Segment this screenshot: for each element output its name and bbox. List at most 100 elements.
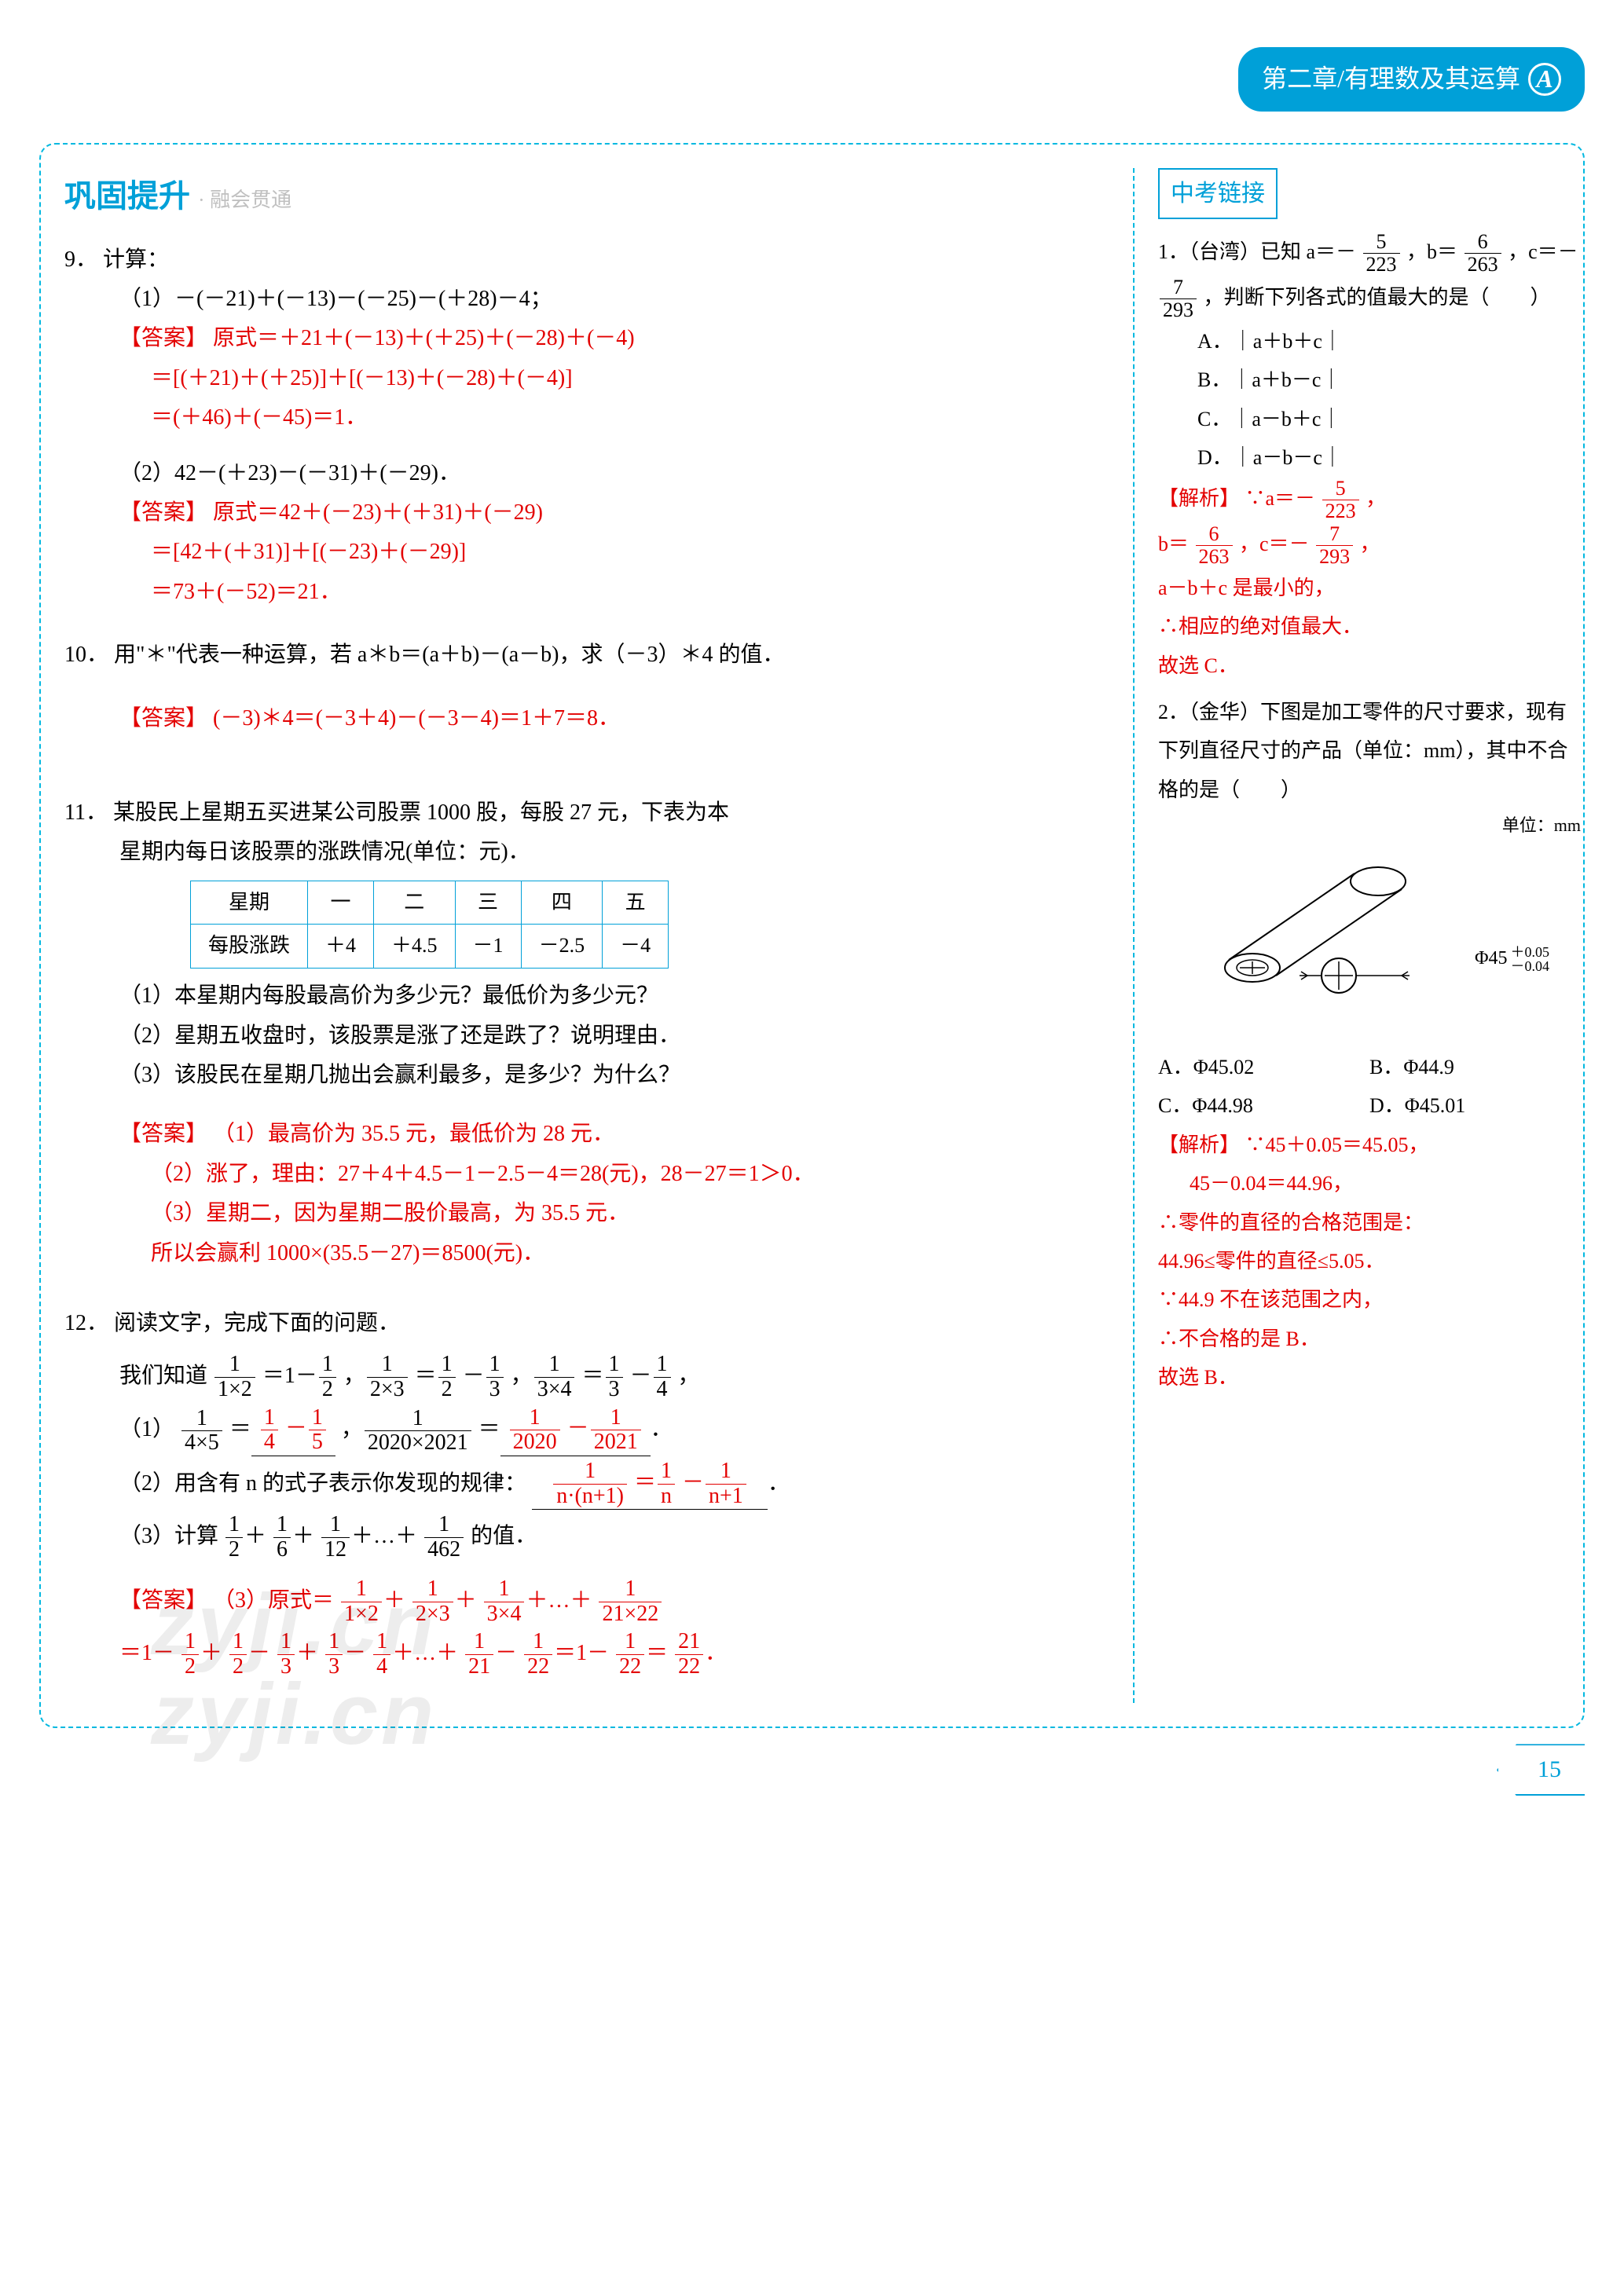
q9-b1: 原式＝42＋(－23)＋(＋31)＋(－29) [213,500,543,525]
chapter-label: 第二章/有理数及其运算 [1262,57,1520,102]
dim-upper: ＋0.05 [1511,945,1550,959]
text: ， [1366,487,1386,510]
frac-d: 21×22 [599,1602,662,1627]
q11-p3: （3）该股民在星期几抛出会赢利最多，是多少？为什么？ [64,1056,1102,1095]
answer-label: 【答案】 [119,326,207,350]
th: 五 [603,881,669,925]
frac-n: 1 [319,1353,336,1378]
text: ∴不合格的是 B． [1158,1320,1581,1358]
fill-blank[interactable]: 12020 －12021 [500,1402,651,1456]
frac-d: 4 [261,1430,278,1455]
q11-a4: 所以会赢利 1000×(35.5－27)＝8500(元)． [64,1234,1102,1273]
frac-d: 4×5 [181,1431,222,1456]
frac-n: 6 [1196,523,1233,547]
question-10: 10． 用"＊"代表一种运算，若 a＊b＝(a＋b)－(a－b)，求（－3）＊4… [64,635,1102,738]
td: －4 [603,925,669,969]
frac-d: 3 [486,1378,504,1402]
frac-d: 293 [1160,299,1197,322]
frac-d: 5 [309,1430,326,1455]
frac-n: 1 [591,1406,641,1431]
q10-num: 10． [64,643,108,667]
main-column: 巩固提升 · 融会贯通 9． 计算： （1）－(－21)＋(－13)－(－25)… [64,168,1117,1704]
chapter-banner: 第二章/有理数及其运算 A [1238,47,1585,112]
cylinder-diagram-icon [1205,850,1535,1007]
option-c: C．｜a－b＋c｜ [1158,400,1581,438]
frac-d: 223 [1322,500,1359,523]
frac-n: 1 [510,1406,560,1431]
answer-label: 【答案】 [119,1588,207,1613]
frac-n: 1 [214,1353,255,1378]
text: ，c＝－ [1508,240,1578,263]
q9-a1: 原式＝＋21＋(－13)＋(＋25)＋(－28)＋(－4) [213,326,635,350]
page-number: 15 [1497,1744,1585,1796]
frac-n: 1 [534,1353,575,1378]
frac-d: 2 [319,1378,336,1402]
option-a: A．Φ45.02 [1158,1048,1369,1086]
frac-d: 293 [1316,546,1353,569]
frac-n: 1 [412,1577,453,1602]
frac-d: 2 [438,1378,456,1402]
section-title-text: 巩固提升 [64,178,190,214]
frac-d: 3 [325,1655,343,1679]
frac-n: 1 [367,1353,408,1378]
frac-d: 4 [373,1655,390,1679]
q10-ans: (－3)＊4＝(－3＋4)－(－3－4)＝1＋7＝8． [213,706,620,731]
option-b: B．Φ44.9 [1369,1048,1581,1086]
logo-icon: A [1528,63,1561,96]
frac-n: 1 [606,1353,623,1378]
frac-d: 2021 [591,1430,641,1455]
option-a: A．｜a＋b＋c｜ [1158,322,1581,361]
frac-d: n [658,1485,675,1509]
th: 四 [521,881,603,925]
td: －1 [455,925,521,969]
dim-lower: －0.04 [1511,959,1550,973]
q11-a1: （1）最高价为 35.5 元，最低价为 28 元． [213,1122,614,1146]
question-9: 9． 计算： （1）－(－21)＋(－13)－(－25)－(＋28)－4； 【答… [64,240,1102,613]
q9-stem: 计算： [103,247,169,272]
unit-label: 单位：mm [1158,809,1581,842]
fill-blank[interactable]: 14 －15 [251,1402,335,1456]
frac-n: 1 [553,1459,627,1485]
q10-stem: 用"＊"代表一种运算，若 a＊b＝(a＋b)－(a－b)，求（－3）＊4 的值． [114,643,784,667]
table-row: 每股涨跌 ＋4 ＋4.5 －1 －2.5 －4 [191,925,669,969]
fill-blank[interactable]: 1n·(n+1) ＝1n －1n+1 [532,1456,768,1510]
frac-n: 1 [654,1353,671,1378]
sidebar: 中考链接 1．（台湾）已知 a＝－ 5223 ，b＝ 6263 ，c＝－ 729… [1133,168,1604,1704]
q11-p2: （2）星期五收盘时，该股票是涨了还是跌了？说明理由． [64,1016,1102,1056]
q11-stem2: 星期内每日该股票的涨跌情况(单位：元)． [64,833,1102,872]
frac-n: 1 [277,1630,295,1655]
q9-part1: （1）－(－21)＋(－13)－(－25)－(＋28)－4； [64,280,1102,319]
th: 星期 [191,881,308,925]
frac-n: 1 [273,1513,291,1538]
frac-d: 462 [424,1538,464,1562]
frac-n: 7 [1316,523,1353,547]
side-q1: 1．（台湾）已知 a＝－ 5223 ，b＝ 6263 ，c＝－ 7293 ，判断… [1158,231,1581,322]
page-body: 巩固提升 · 融会贯通 9． 计算： （1）－(－21)＋(－13)－(－25)… [39,143,1585,1729]
frac-d: 12 [321,1538,350,1562]
frac-n: 1 [181,1630,199,1655]
section-subtitle: · 融会贯通 [198,189,291,211]
frac-d: n·(n+1) [553,1485,627,1509]
frac-d: 6 [273,1538,291,1562]
frac-d: 22 [524,1655,552,1679]
frac-d: 2020×2021 [365,1431,471,1456]
text: ∵44.9 不在该范围之内， [1158,1280,1581,1319]
q12-p3-label: （3）计算 [119,1524,218,1548]
frac-n: 1 [373,1630,390,1655]
frac-d: 1×2 [214,1378,255,1402]
answer-label: 【答案】 [119,706,207,731]
frac-d: 2 [229,1655,247,1679]
frac-d: 4 [654,1378,671,1402]
frac-n: 1 [465,1630,493,1655]
frac-d: 22 [675,1655,703,1679]
q9-a3: ＝(＋46)＋(－45)＝1． [64,398,1102,438]
q12-al: （3）原式＝ [213,1588,334,1613]
frac-n: 1 [321,1513,350,1538]
dim-label: Φ45 [1475,941,1508,977]
text: 故选 B． [1158,1358,1581,1397]
q12-num: 12． [64,1311,108,1335]
answer-label: 【答案】 [119,1122,207,1146]
q12-p1-label: （1） [119,1417,174,1441]
frac-n: 1 [524,1630,552,1655]
text: 44.96≤零件的直径≤5.05． [1158,1242,1581,1280]
